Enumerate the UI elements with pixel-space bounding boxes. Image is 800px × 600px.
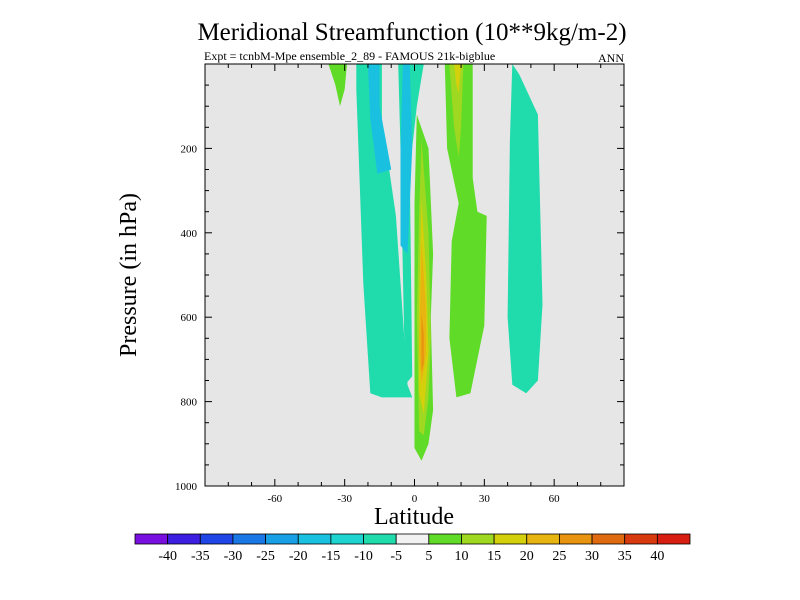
x-tick-label: 60	[549, 493, 561, 505]
colorbar-label: 10	[454, 549, 468, 564]
y-tick-label: 1000	[175, 481, 198, 493]
colorbar-swatch	[656, 533, 691, 545]
colorbar-label: -35	[191, 549, 210, 564]
colorbar-swatch	[461, 533, 495, 545]
colorbar-swatch	[167, 533, 201, 545]
y-tick-label: 400	[181, 228, 198, 240]
chart-subtitle: Expt = tcnbM-Mpe ensemble_2_89 - FAMOUS …	[204, 49, 495, 63]
colorbar-label: 5	[425, 549, 432, 564]
contour-deep-negative-core	[400, 64, 413, 254]
colorbar-label: 20	[520, 549, 534, 564]
y-tick-label: 800	[181, 397, 198, 409]
colorbar-swatch	[559, 533, 593, 545]
colorbar-swatch	[428, 533, 462, 545]
chart-title: Meridional Streamfunction (10**9kg/m-2)	[197, 19, 626, 46]
colorbar-label: -10	[354, 549, 373, 564]
colorbar-label: 30	[585, 549, 599, 564]
colorbar-swatch	[297, 533, 332, 545]
colorbar-label: -15	[322, 549, 341, 564]
contour-nh-negative-cell	[507, 64, 543, 394]
colorbar-swatch	[199, 533, 234, 545]
contour-upper-negative-core	[367, 64, 392, 174]
colorbar-swatch	[134, 533, 169, 545]
contour-nh-upper-positive-20	[454, 64, 462, 94]
x-tick-label: 30	[479, 493, 491, 505]
axis-ticks: -60 -30 0 30 60 200 400 600 800 1000	[175, 64, 624, 505]
contour-sh-upper-positive	[328, 64, 347, 107]
season-label: ANN	[598, 51, 624, 65]
contour-equatorial-cell-25	[419, 241, 427, 385]
colorbar-label: 25	[552, 549, 566, 564]
colorbar-swatch	[363, 533, 397, 545]
colorbar-swatch	[526, 533, 560, 545]
colorbar-swatch	[591, 533, 626, 545]
colorbar-swatch	[395, 533, 430, 545]
colorbar-label: -40	[158, 549, 177, 564]
y-tick-label: 200	[181, 143, 198, 155]
contour-nh-upper-positive	[444, 64, 487, 398]
colorbar-swatch	[232, 533, 266, 545]
colorbar-swatch	[330, 533, 364, 545]
colorbar-label: 35	[618, 549, 632, 564]
x-axis-label: Latitude	[374, 504, 454, 530]
colorbar-label: -5	[390, 549, 402, 564]
contour-fills	[328, 64, 543, 461]
x-tick-label: 0	[412, 493, 418, 505]
color-bar: -40 -35 -30 -25 -20 -15 -10 -5 5 10 15 20 25 30 35 40	[134, 533, 691, 564]
colorbar-swatch	[624, 533, 658, 545]
contour-equatorial-cell-30	[421, 313, 424, 373]
colorbar-swatch	[493, 533, 528, 545]
contour-sh-outer-negative-cell	[356, 64, 413, 398]
colorbar-swatch	[265, 533, 299, 545]
x-tick-label: -30	[337, 493, 352, 505]
x-tick-label: -60	[267, 493, 282, 505]
colorbar-label: -25	[256, 549, 275, 564]
colorbar-label: 40	[650, 549, 664, 564]
colorbar-label: -20	[289, 549, 308, 564]
contour-nh-upper-positive-15	[449, 64, 464, 157]
y-tick-label: 600	[181, 312, 198, 324]
y-axis-label: Pressure (in hPa)	[116, 193, 142, 357]
colorbar-label: -30	[224, 549, 243, 564]
colorbar-label: 15	[487, 549, 501, 564]
